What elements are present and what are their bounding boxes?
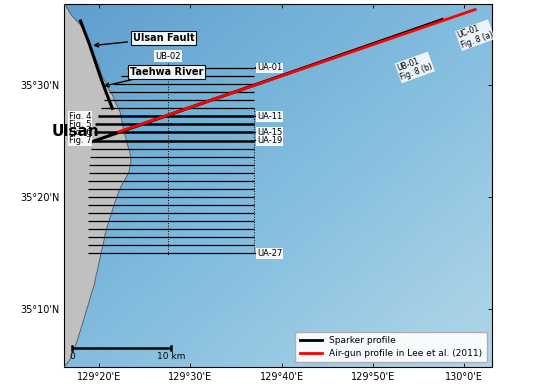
Polygon shape <box>64 4 131 367</box>
Text: Ulsan: Ulsan <box>51 124 99 139</box>
Text: Fig. 4: Fig. 4 <box>69 112 92 121</box>
Text: UB-02: UB-02 <box>155 52 181 61</box>
Text: UA-11: UA-11 <box>255 112 282 121</box>
Text: UA-01: UA-01 <box>255 63 282 73</box>
Text: Taehwa River: Taehwa River <box>105 67 203 87</box>
Text: UA-15: UA-15 <box>255 128 282 137</box>
Text: UA-27: UA-27 <box>255 249 282 258</box>
Text: Fig. 6: Fig. 6 <box>69 128 92 137</box>
Text: Fig. 7: Fig. 7 <box>69 136 92 145</box>
Text: UB-01
Fig. 8 (b): UB-01 Fig. 8 (b) <box>396 52 434 82</box>
Text: UC-01
Fig. 8 (a): UC-01 Fig. 8 (a) <box>456 20 494 50</box>
Legend: Sparker profile, Air-gun profile in Lee et al. (2011): Sparker profile, Air-gun profile in Lee … <box>295 332 487 362</box>
Text: Fig. 5: Fig. 5 <box>69 120 92 129</box>
Text: UA-19: UA-19 <box>255 136 282 145</box>
Text: 10 km: 10 km <box>157 352 185 361</box>
Text: 0: 0 <box>69 352 75 361</box>
Text: Ulsan Fault: Ulsan Fault <box>94 33 194 47</box>
